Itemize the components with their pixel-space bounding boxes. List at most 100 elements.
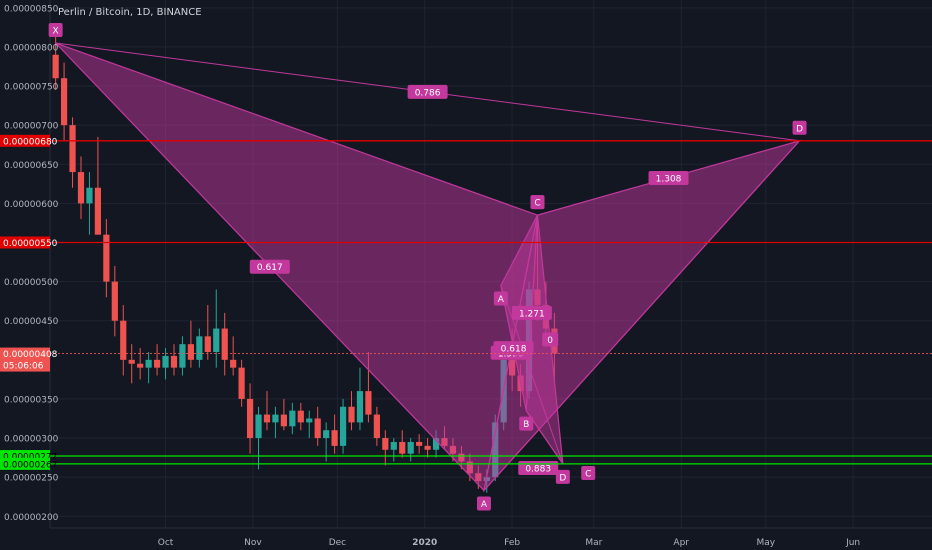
pattern-ratio-label: 0.786: [415, 88, 441, 98]
pattern-ratio-label: 0.883: [525, 464, 551, 474]
pattern-point-box: [555, 469, 570, 484]
candle-body: [230, 359, 237, 368]
pattern-point-box: [792, 120, 807, 135]
pattern-point-box: [581, 465, 596, 480]
candle-body: [238, 367, 245, 399]
candle-body: [289, 410, 296, 427]
x-tick-label: Dec: [329, 538, 346, 548]
price-tag-label: 0.00000277: [3, 453, 57, 463]
candle-body: [255, 414, 262, 439]
pattern-ratio-box: [407, 84, 448, 99]
pattern-ratio-box: [542, 332, 559, 347]
candle-body: [306, 418, 313, 423]
candle-body: [432, 438, 440, 450]
x-tick-label: Feb: [504, 538, 520, 548]
pattern-point-box: [493, 291, 508, 306]
x-tick-label: 2020: [412, 538, 437, 548]
candle-body: [60, 78, 68, 126]
candle-body: [246, 398, 254, 439]
candle-body: [390, 441, 397, 450]
candle-body: [297, 410, 304, 423]
candle-body: [382, 438, 389, 450]
x-tick-label: Oct: [158, 538, 174, 548]
pattern-point-label: B: [523, 420, 529, 430]
pattern-ratio-box: [493, 341, 534, 356]
candle-body: [94, 187, 102, 235]
candle-body: [213, 328, 220, 352]
candle-body: [153, 359, 161, 368]
candle-body: [407, 441, 414, 454]
pattern-point-label: A: [498, 295, 505, 305]
pattern-ratio-label: 0: [547, 336, 553, 346]
price-tag-label: 0.00000550: [3, 239, 58, 249]
last-price-box: [0, 347, 50, 372]
y-tick-label: 0.00000450: [4, 317, 59, 327]
candle-body: [128, 359, 135, 364]
candle-body: [179, 344, 186, 368]
pattern-point-label: C: [585, 469, 591, 479]
pattern-point-label: D: [559, 473, 566, 483]
candle-body: [86, 187, 93, 204]
candle-body: [272, 414, 279, 423]
candle-body: [103, 234, 110, 282]
price-tag-box: [0, 236, 50, 249]
price-lines: 0.00000680 0.00000550 0.000002770.00000267…: [0, 134, 932, 470]
y-tick-label: 0.00000600: [4, 200, 59, 210]
candle-body: [52, 54, 59, 79]
x-tick-label: Apr: [673, 538, 689, 548]
pattern-point-box: [476, 496, 491, 511]
x-tick-label: Mar: [585, 538, 602, 548]
y-tick-label: 0.00000650: [4, 161, 59, 171]
candle-body: [221, 328, 228, 360]
candle-body: [399, 441, 406, 454]
last-price-label: 0.00000408: [3, 350, 58, 360]
pattern-triangle: [55, 42, 539, 492]
candle-body: [356, 391, 364, 423]
candle-body: [137, 363, 144, 368]
y-axis: 0.00000850 0.00000800 0.00000750 0.00000700…: [4, 4, 59, 522]
candle-body: [280, 414, 287, 427]
y-tick-label: 0.00000850: [4, 4, 59, 14]
countdown-label: 05:06:06: [3, 362, 44, 372]
candle-body: [339, 406, 347, 446]
y-tick-label: 0.00000250: [4, 474, 59, 484]
pattern-point-box: [530, 195, 545, 210]
candle-body: [204, 336, 211, 352]
pattern-ratio-box: [249, 259, 290, 274]
pattern-ratio-box: [511, 305, 552, 320]
candle-body: [187, 344, 194, 360]
y-tick-label: 0.00000500: [4, 278, 59, 288]
candle-body: [373, 414, 380, 439]
pattern-point-label: C: [534, 199, 540, 209]
candle-body: [331, 430, 338, 446]
pattern-ratio-box: [648, 170, 689, 185]
price-tag-box: [0, 134, 50, 147]
pattern-point-box: [48, 23, 63, 38]
x-axis: Oct Nov Dec 2020 Feb Mar Apr May Jun: [158, 538, 860, 548]
harmonic-patterns: XABD0.6171.5991.3080.786ABCD0.6181.2710C…: [48, 23, 807, 511]
candle-body: [416, 441, 423, 446]
price-tag-label: 0.00000267: [3, 460, 57, 470]
pattern-point-label: X: [53, 27, 59, 37]
candle-body: [145, 359, 152, 368]
candle-body: [348, 406, 355, 423]
pattern-ratio-label: 0.618: [501, 345, 527, 355]
x-tick-label: Nov: [244, 538, 262, 548]
candle-body: [170, 355, 178, 368]
y-tick-label: 0.00000200: [4, 513, 59, 523]
candle-body: [314, 418, 321, 439]
y-tick-label: 0.00000750: [4, 83, 59, 93]
y-tick-label: 0.00000300: [4, 435, 59, 445]
pattern-point-label: D: [796, 124, 803, 134]
candle-body: [120, 320, 127, 360]
candle-body: [424, 445, 431, 450]
candle-body: [196, 336, 203, 360]
x-tick-label: Jun: [845, 538, 860, 548]
candle-body: [69, 125, 76, 173]
pattern-point-label: A: [481, 500, 488, 510]
candle-body: [162, 355, 169, 368]
candle-body: [77, 172, 85, 204]
price-tag-label: 0.00000680: [3, 137, 58, 147]
